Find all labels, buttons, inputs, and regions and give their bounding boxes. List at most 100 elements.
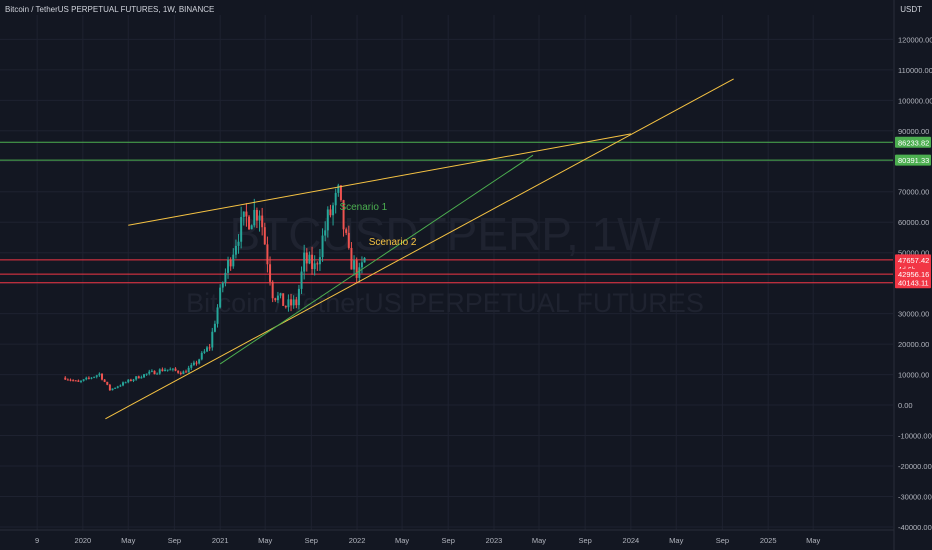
candle-body (129, 379, 132, 381)
candle-body (297, 288, 300, 306)
candle-body (326, 209, 329, 231)
x-tick-label: May (395, 536, 409, 545)
candle-body (255, 209, 258, 221)
candle-body (324, 230, 327, 236)
price-unit-label: USDT (900, 5, 922, 14)
candle-body (171, 368, 174, 370)
x-tick-label: 2024 (623, 536, 640, 545)
candle-body (166, 369, 169, 371)
candle-body (274, 298, 277, 301)
candle-body (108, 384, 111, 391)
candle-body (292, 299, 295, 306)
candle-body (242, 211, 245, 217)
price-label-text: 40143.11 (898, 279, 929, 288)
y-tick-label: -30000.00 (898, 492, 932, 501)
candle-body (316, 263, 319, 265)
x-tick-label: Sep (168, 536, 181, 545)
candle-body (190, 364, 193, 368)
x-tick-label: Sep (442, 536, 455, 545)
candle-body (156, 373, 159, 375)
candle-body (164, 369, 167, 372)
candle-body (98, 373, 101, 376)
candle-body (339, 185, 342, 201)
candle-body (93, 376, 96, 378)
candle-body (337, 185, 340, 193)
x-tick-label: 2025 (760, 536, 777, 545)
trend-line-green[interactable] (219, 154, 534, 365)
candle-body (200, 352, 203, 360)
candle-body (284, 305, 287, 308)
candle-body (103, 379, 106, 382)
candle-body (269, 264, 272, 282)
trend-line-orange[interactable] (128, 133, 631, 226)
candle-body (227, 259, 230, 273)
candle-body (148, 371, 151, 374)
candle-body (358, 267, 361, 278)
candle-body (185, 371, 188, 373)
candle-body (318, 257, 321, 265)
candle-body (313, 263, 316, 270)
candle-body (287, 299, 290, 308)
candle-body (258, 215, 261, 221)
candle-body (169, 369, 172, 371)
x-tick-label: May (669, 536, 683, 545)
candle-body (135, 376, 138, 380)
candle-body (122, 382, 125, 386)
candle-body (271, 281, 274, 299)
candle-body (334, 192, 337, 206)
candle-body (290, 299, 293, 306)
y-tick-label: 10000.00 (898, 371, 929, 380)
candle-body (253, 209, 256, 226)
price-label-text: 86233.82 (898, 138, 929, 147)
candle-body (69, 379, 72, 381)
candle-body (329, 209, 332, 216)
candle-body (216, 307, 219, 324)
candle-body (140, 377, 143, 379)
candle-body (77, 380, 80, 382)
candle-body (85, 377, 88, 380)
candle-body (229, 259, 232, 267)
candle-body (87, 377, 90, 379)
y-tick-label: 110000.00 (898, 66, 932, 75)
candle-body (208, 347, 211, 349)
annotation-label[interactable]: Scenario 2 (369, 237, 417, 248)
candle-body (132, 379, 135, 381)
annotation-label[interactable]: Scenario 1 (339, 202, 387, 213)
candle-body (213, 323, 216, 332)
y-tick-label: 0.00 (898, 401, 913, 410)
x-tick-label: May (121, 536, 135, 545)
candle-body (219, 287, 222, 308)
trend-line-orange[interactable] (105, 78, 734, 420)
candle-body (114, 387, 117, 389)
candle-body (195, 362, 198, 364)
candle-body (211, 331, 214, 348)
candle-body (234, 245, 237, 255)
candle-body (150, 370, 153, 372)
candle-body (127, 379, 130, 383)
candle-body (345, 229, 348, 233)
y-tick-label: 50000.00 (898, 249, 929, 258)
candle-body (221, 282, 224, 288)
x-tick-label: Sep (578, 536, 591, 545)
candle-body (119, 385, 122, 387)
price-label-badge (895, 136, 931, 148)
y-tick-label: 120000.00 (898, 35, 932, 44)
x-tick-label: 2020 (75, 536, 92, 545)
x-tick-label: Sep (305, 536, 318, 545)
watermark-ticker: BTCUSDTPERP, 1W (229, 208, 661, 260)
candle-body (263, 227, 266, 245)
candle-body (161, 369, 164, 372)
candle-body (232, 254, 235, 267)
symbol-header: Bitcoin / TetherUS PERPETUAL FUTURES, 1W… (5, 5, 215, 14)
candle-body (124, 382, 127, 384)
x-tick-label: 9 (35, 536, 39, 545)
candle-body (64, 377, 67, 380)
candle-body (101, 373, 104, 380)
x-tick-label: May (806, 536, 820, 545)
x-tick-label: Sep (716, 536, 729, 545)
candle-body (261, 215, 264, 228)
price-label-badge (895, 154, 931, 166)
y-tick-label: 100000.00 (898, 96, 932, 105)
